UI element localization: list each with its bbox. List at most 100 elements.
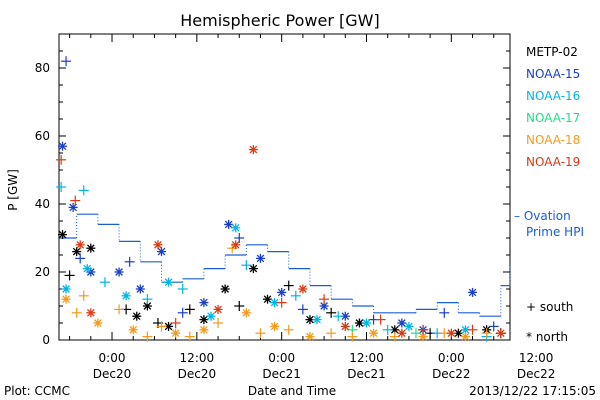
noaa-19-north-point [153, 240, 163, 250]
metp-02-south-point [64, 270, 75, 281]
noaa-19-north-point [248, 145, 258, 155]
star-d2 [132, 312, 141, 321]
ovation-step-line [59, 213, 511, 317]
noaa-18-north-point [460, 332, 470, 342]
noaa-16-south-point [241, 260, 252, 271]
metp-02-north-point [58, 230, 68, 240]
star-d2 [164, 278, 173, 287]
axes: 0 20 40 60 80 [35, 33, 511, 347]
noaa-15-north-point [135, 284, 145, 294]
noaa-15-south-point [297, 304, 308, 315]
metp-02-north-point [248, 264, 258, 274]
x-tick-time-label: 0:00 [268, 351, 295, 365]
star-d2 [122, 291, 130, 300]
noaa-19-south-point [70, 195, 81, 206]
noaa-15-north-point [255, 253, 265, 263]
noaa-19-north-point [397, 328, 407, 338]
noaa-16-north-point [312, 315, 322, 325]
noaa-16-south-point [56, 182, 67, 192]
star-d2 [83, 264, 92, 273]
noaa-18-south-point [71, 307, 82, 318]
noaa-18-south-point [213, 318, 224, 328]
y-tick-label: 20 [35, 265, 50, 279]
noaa-19-north-point [446, 328, 456, 338]
x-tick-time-label: 12:00 [180, 351, 215, 365]
y-tick-label: 80 [35, 61, 50, 75]
star-d2 [447, 329, 456, 338]
data-markers [56, 56, 506, 342]
noaa-18-north-point [305, 332, 315, 342]
metp-02-north-point [220, 284, 230, 294]
noaa-19-north-point [298, 284, 308, 294]
star-d2 [200, 325, 208, 334]
noaa-18-north-point [128, 325, 138, 335]
noaa-15-north-point [468, 287, 478, 297]
legend-entry: NOAA-18 [526, 133, 580, 147]
star-d2 [143, 302, 152, 310]
noaa-15-north-point [199, 298, 209, 308]
star-d2 [320, 302, 328, 310]
noaa-19-north-point [340, 321, 350, 331]
star-d2 [58, 142, 67, 151]
noaa-15-north-point [114, 267, 124, 277]
star-d2 [461, 325, 470, 334]
metp-02-south-point [326, 307, 337, 318]
noaa-16-south-point [142, 294, 153, 305]
metp-02-north-point [72, 247, 82, 257]
noaa-16-south-point [333, 311, 344, 322]
star-d2 [355, 319, 364, 327]
star-d2 [62, 285, 70, 293]
star-d2 [242, 308, 251, 317]
noaa-16-north-point [121, 291, 131, 301]
star-d2 [62, 295, 70, 304]
star-d2 [369, 329, 378, 338]
star-d2 [461, 332, 470, 341]
star-d2 [256, 254, 265, 263]
metp-02-north-point [199, 315, 209, 325]
star-d2 [224, 220, 233, 229]
noaa-15-north-point [397, 318, 407, 328]
noaa-19-south-point [276, 297, 287, 308]
noaa-16-north-point [206, 311, 216, 321]
x-tick-date-label: Dec20 [93, 367, 132, 381]
noaa-18-north-point [93, 318, 103, 328]
star-d2 [419, 332, 427, 341]
star-d2 [270, 298, 279, 307]
noaa-19-south-point [375, 314, 386, 325]
noaa-16-south-point [290, 290, 301, 301]
noaa-19-north-point [231, 240, 241, 250]
star-d2 [86, 244, 95, 253]
noaa-18-north-point [199, 325, 209, 335]
star-d2 [221, 285, 229, 293]
noaa-19-south-point [170, 318, 181, 328]
x-tick-date-label: Dec21 [262, 367, 301, 381]
star-d2 [72, 247, 81, 256]
noaa-19-north-point [86, 308, 96, 318]
legend-marker-north: * north [526, 330, 568, 344]
noaa-15-south-point [75, 253, 86, 264]
legend-entry: NOAA-16 [526, 89, 580, 103]
legend-marker-south: + south [526, 300, 573, 314]
noaa-15-south-point [234, 233, 245, 243]
metp-02-north-point [132, 311, 142, 321]
noaa-15-north-point [277, 287, 287, 297]
noaa-18-south-point [255, 328, 266, 339]
x-tick-labels: 0:00 Dec20 12:00 Dec20 0:00 Dec21 12:00 Dec21 0:… [93, 351, 556, 381]
noaa-16-north-point [82, 264, 92, 274]
noaa-15-south-point [177, 307, 188, 318]
star-d2 [390, 325, 399, 334]
star-d2 [263, 295, 272, 304]
plot-timestamp: 2013/12/22 17:15:05 [469, 384, 596, 398]
star-d2 [76, 240, 85, 249]
noaa-16-south-point [99, 277, 110, 288]
y-tick-label: 0 [42, 333, 50, 347]
noaa-19-north-point [496, 328, 506, 338]
star-d2 [231, 223, 240, 232]
chart-title: Hemispheric Power [GW] [180, 11, 379, 30]
metp-02-south-point [234, 301, 245, 311]
star-d2 [157, 247, 166, 256]
star-d2 [115, 268, 123, 276]
legend-entry: NOAA-17 [526, 111, 580, 125]
noaa-18-north-point [270, 321, 280, 331]
noaa-18-south-point [156, 321, 167, 332]
